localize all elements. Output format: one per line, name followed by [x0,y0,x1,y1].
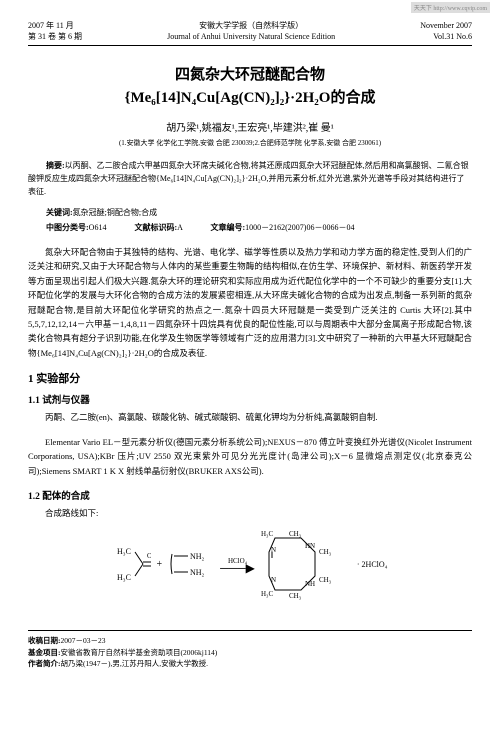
svg-text:H₃C: H₃C [117,547,131,556]
keywords-text: 氮杂冠醚;铜配合物;合成 [73,208,157,217]
svg-text:H₃C: H₃C [261,530,273,538]
receive-date-text: 2007－03－23 [61,636,106,645]
journal-name-cn: 安徽大学学报（自然科学版） [167,20,335,31]
svg-text:NH₂: NH₂ [190,552,205,561]
affiliation: (1.安徽大学 化学化工学院,安徽 合肥 230039;2.合肥师范学院 化学系… [28,138,472,148]
subsection-1-2-title: 1.2 配体的合成 [28,488,472,502]
footer: 收稿日期:2007－03－23 基金项目:安徽省教育厅自然科学基金资助项目(20… [28,630,472,669]
reagents-text: 丙酮、乙二胺(en)、高氯酸、碳酸化钠、碱式碳酸铜、硫氰化钾均为分析纯,高氯酸铜… [28,410,472,424]
header-date-en: November 2007 [420,20,472,31]
header-volume-en: Vol.31 No.6 [420,31,472,42]
acetone-structure-icon: H₃C H₃C O [113,542,151,586]
header-date-cn: 2007 年 11 月 [28,20,82,31]
fund-label: 基金项目: [28,648,61,657]
title-line-1: 四氮杂大环冠醚配合物 [28,64,472,87]
author-bio-text: 胡乃梁(1947－),男,江苏丹阳人,安徽大学教授. [61,659,209,668]
macrocycle-product-icon: H₃C CH₃ CH₃ H₃C CH₃ CH₃ N N HN NH [261,528,351,600]
ethylenediamine-structure-icon: NH₂ NH₂ [168,544,214,584]
journal-name-en: Journal of Anhui University Natural Scie… [167,31,335,42]
route-label: 合成路线如下: [28,506,472,520]
clc-label: 中图分类号: [46,223,89,232]
reaction-scheme: H₃C H₃C O + NH₂ NH₂ HClO₄ ───▶ H₃C CH₃ C… [28,528,472,600]
article-id-label: 文章编号: [210,223,245,232]
svg-text:CH₃: CH₃ [319,576,332,584]
article-id-text: 1000－2162(2007)06－0066－04 [245,223,354,232]
header-volume-cn: 第 31 卷 第 6 期 [28,31,82,42]
svg-text:CH₃: CH₃ [319,548,332,556]
watermark: 天天下 http://www.cqvip.com [411,2,490,13]
svg-text:CH₃: CH₃ [289,592,302,600]
receive-date-label: 收稿日期: [28,636,61,645]
subsection-1-1-title: 1.1 试剂与仪器 [28,392,472,406]
fund-text: 安徽省教育厅自然科学基金资助项目(2006kj114) [61,648,218,657]
svg-text:NH₂: NH₂ [190,568,205,577]
abstract-text: 以丙酮、乙二胺合成六甲基四氮杂大环席夫碱化合物,将其还原成四氮杂大环冠醚配体,然… [28,161,469,196]
article-title: 四氮杂大环冠醚配合物 {Me₆[14]N₄Cu[Ag(CN)₂]₂}·2H₂O的… [28,64,472,109]
title-line-2: {Me₆[14]N₄Cu[Ag(CN)₂]₂}·2H₂O的合成 [28,87,472,110]
author-bio-label: 作者简介: [28,659,61,668]
svg-text:O: O [147,552,151,560]
page-header: 2007 年 11 月 第 31 卷 第 6 期 安徽大学学报（自然科学版） J… [28,20,472,46]
keywords-label: 关键词: [46,208,73,217]
doc-code-text: A [177,223,182,232]
arrow-icon: ───▶ [220,565,255,572]
doc-code-label: 文献标识码: [134,223,177,232]
product-formula-suffix: · 2HClO₄ [357,560,388,569]
reaction-arrow: HClO₄ ───▶ [220,557,255,572]
svg-text:H₃C: H₃C [261,590,273,598]
svg-text:CH₃: CH₃ [289,530,302,538]
instruments-text: Elementar Vario EL－型元素分析仪(德国元素分析系统公司);NE… [28,435,472,478]
section-1-title: 1 实验部分 [28,370,472,386]
classification: 中图分类号:O614 文献标识码:A 文章编号:1000－2162(2007)0… [28,222,472,233]
introduction: 氮杂大环配合物由于其独特的结构、光谱、电化学、磁学等性质以及热力学和动力学方面的… [28,245,472,361]
plus-icon: + [157,559,163,570]
abstract: 摘要:以丙酮、乙二胺合成六甲基四氮杂大环席夫碱化合物,将其还原成四氮杂大环冠醚配… [28,160,472,198]
keywords: 关键词:氮杂冠醚;铜配合物;合成 [28,207,472,218]
abstract-label: 摘要: [46,161,65,170]
authors: 胡乃梁¹,姚福友¹,王宏亮¹,毕建洪²,崔 曼¹ [28,119,472,134]
svg-text:H₃C: H₃C [117,573,131,582]
clc-text: O614 [89,223,107,232]
